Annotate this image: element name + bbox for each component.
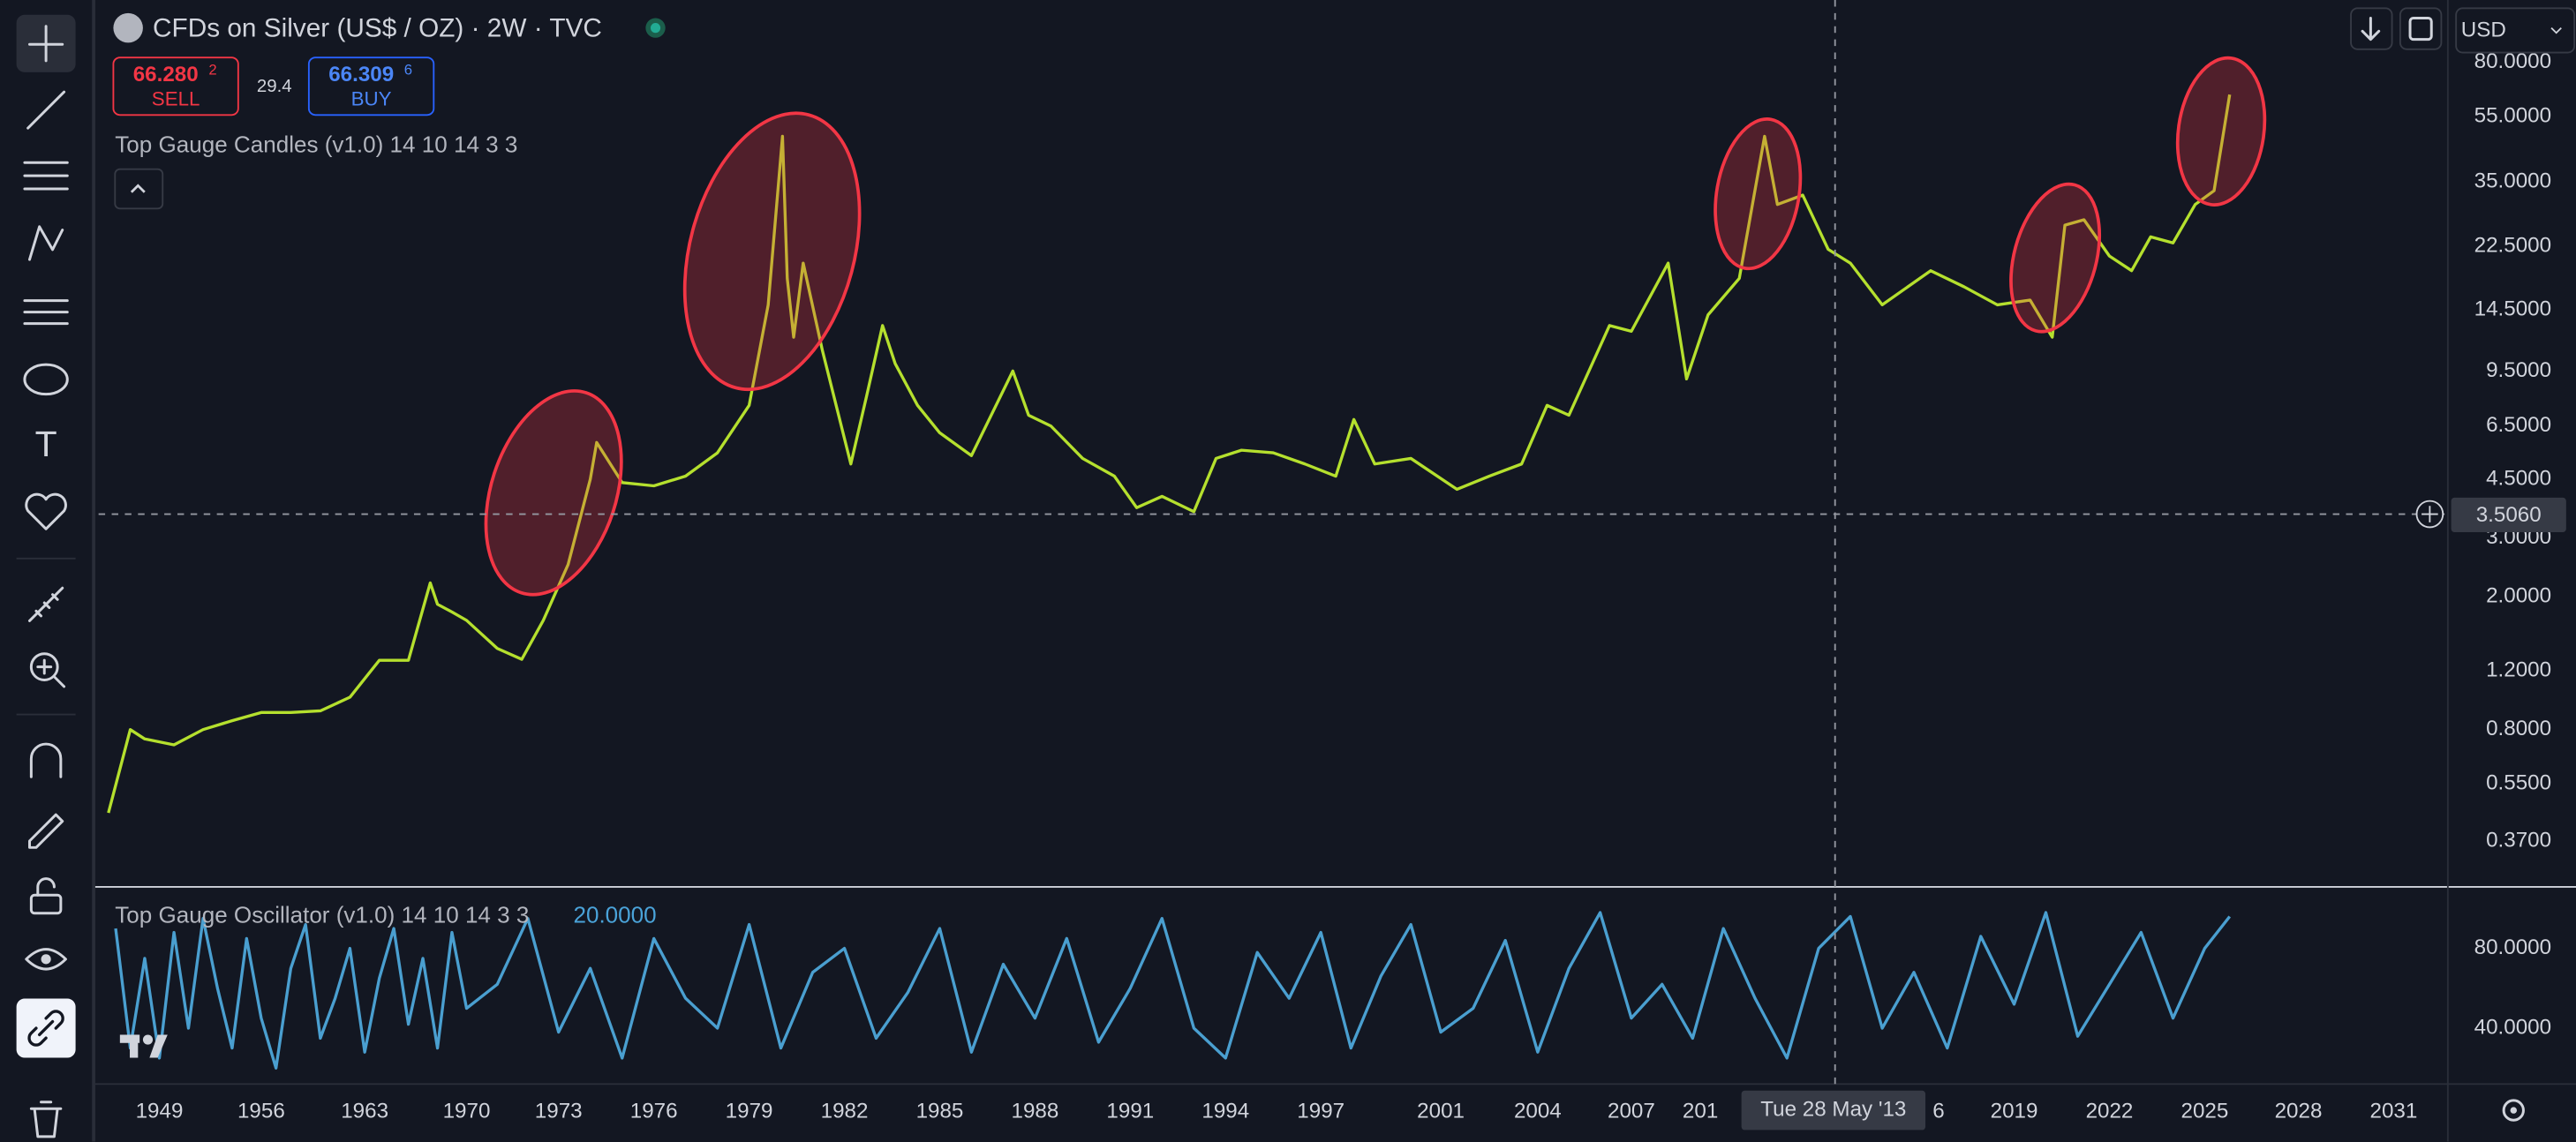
y-tick-label: 80.0000: [2474, 49, 2551, 73]
left-toolbar: T: [0, 0, 95, 1142]
buy-price: 66.309: [328, 63, 394, 86]
x-tick-label: 1997: [1297, 1099, 1344, 1123]
collapse-icon: [130, 184, 146, 193]
x-tick-label: 2001: [1417, 1099, 1465, 1123]
y-tick-label: 14.5000: [2474, 297, 2551, 320]
x-tick-label: 1956: [237, 1099, 285, 1123]
x-tick-label: 1973: [535, 1099, 583, 1123]
highlight-ellipse: [2009, 182, 2102, 334]
x-tick-label: 1988: [1012, 1099, 1059, 1123]
x-tick-label: 1949: [136, 1099, 184, 1123]
buy-button[interactable]: [307, 56, 435, 116]
x-tick-label: 1991: [1106, 1099, 1154, 1123]
currency-select[interactable]: [2455, 7, 2576, 54]
oscillator-title: Top Gauge Oscillator (v1.0) 14 10 14 3 3: [115, 901, 529, 928]
x-tick-label: 2028: [2275, 1099, 2323, 1123]
y-tick-label: 9.5000: [2486, 358, 2551, 382]
y-tick-label: 0.8000: [2486, 717, 2551, 740]
x-tick-label: 201: [1683, 1099, 1718, 1123]
spread: 29.4: [257, 76, 292, 96]
symbol-title: CFDs on Silver (US$ / OZ) · 2W · TVC: [153, 13, 602, 42]
draw-mode-tool[interactable]: [28, 813, 64, 849]
highlight-ellipse: [2175, 56, 2267, 207]
crosshair-icon: [28, 25, 64, 63]
x-tick-label: 1982: [821, 1099, 869, 1123]
delete-tool[interactable]: [29, 1101, 63, 1138]
sell-price: 66.280: [133, 63, 199, 86]
y-tick-label: 4.5000: [2486, 466, 2551, 490]
x-tick-label: 1976: [630, 1099, 678, 1123]
highlight-ellipses: [484, 56, 2267, 597]
fib-tool[interactable]: [23, 161, 69, 191]
y-tick-label: 0.5500: [2486, 771, 2551, 795]
y-tick-label: 2.0000: [2486, 584, 2551, 608]
series-line: [114, 911, 2232, 1070]
pattern-tool[interactable]: [28, 225, 64, 261]
visibility-tool[interactable]: [25, 948, 67, 971]
highlight-ellipse: [682, 111, 862, 392]
trendline-tool[interactable]: [26, 90, 66, 130]
crosshair-price: 3.5060: [2476, 503, 2542, 527]
forecast-tool[interactable]: [23, 299, 69, 326]
price-pane: [107, 94, 2232, 814]
ruler-tool[interactable]: [28, 586, 64, 622]
refresh-button[interactable]: [2399, 7, 2443, 50]
y-tick-label: 1.2000: [2486, 657, 2551, 681]
y-tick-label: 22.5000: [2474, 233, 2551, 257]
highlight-ellipse: [484, 389, 623, 597]
x-tick-label: 1985: [916, 1099, 964, 1123]
lock-tool[interactable]: [29, 893, 63, 915]
x-tick-label: 1970: [443, 1099, 491, 1123]
x-tick-label: 2025: [2181, 1099, 2229, 1123]
zoom-tool[interactable]: [29, 652, 59, 681]
indicator-title: Top Gauge Candles (v1.0) 14 10 14 3 3: [115, 131, 517, 158]
x-tick-label: 2022: [2086, 1099, 2134, 1123]
oscillator-value: 20.0000: [573, 901, 656, 928]
x-tick-label: 2019: [1991, 1099, 2038, 1123]
oscillator-pane: [114, 911, 2232, 1070]
x-tick-label: 1994: [1201, 1099, 1249, 1123]
y-tick-label: 35.0000: [2474, 169, 2551, 193]
settings-button[interactable]: [2502, 1099, 2525, 1122]
crosshair-date-box: [1741, 1090, 1926, 1131]
shape-tool[interactable]: [23, 363, 69, 396]
y-tick-label: 6.5000: [2486, 413, 2551, 437]
x-tick-label: 1979: [726, 1099, 773, 1123]
highlight-ellipse: [1714, 117, 1803, 271]
x-tick-label: 6: [1932, 1099, 1944, 1123]
currency-label: USD: [2461, 19, 2506, 42]
sell-label: SELL: [152, 87, 200, 109]
crosshair-date: Tue 28 May '13: [1760, 1097, 1906, 1121]
x-tick-label: 1963: [341, 1099, 388, 1123]
buy-label: BUY: [351, 87, 392, 109]
favorite-tool[interactable]: [25, 492, 67, 530]
symbol-logo: [113, 12, 143, 43]
y-tick-label: 55.0000: [2474, 104, 2551, 128]
collapse-button[interactable]: [114, 168, 164, 210]
download-button[interactable]: [2350, 7, 2393, 50]
magnet-tool[interactable]: [29, 742, 63, 778]
axes: 1949 1956 1963 1970 1973 1976 1979 1982 1985 1988…: [136, 49, 2551, 1123]
crosshair-price-box: [2451, 497, 2566, 532]
tradingview-logo: [119, 1034, 168, 1058]
y-tick-label: 80.0000: [2474, 935, 2551, 959]
text-tool[interactable]: T: [35, 424, 57, 464]
buy-price-sup: 6: [404, 61, 412, 78]
sell-button[interactable]: [112, 56, 239, 116]
sell-price-sup: 2: [208, 61, 216, 78]
y-tick-label: 0.3700: [2486, 829, 2551, 853]
x-tick-label: 2007: [1608, 1099, 1655, 1123]
series-line: [107, 94, 2232, 814]
y-tick-label: 40.0000: [2474, 1015, 2551, 1039]
x-tick-label: 2004: [1514, 1099, 1562, 1123]
x-tick-label: 2031: [2370, 1099, 2418, 1123]
